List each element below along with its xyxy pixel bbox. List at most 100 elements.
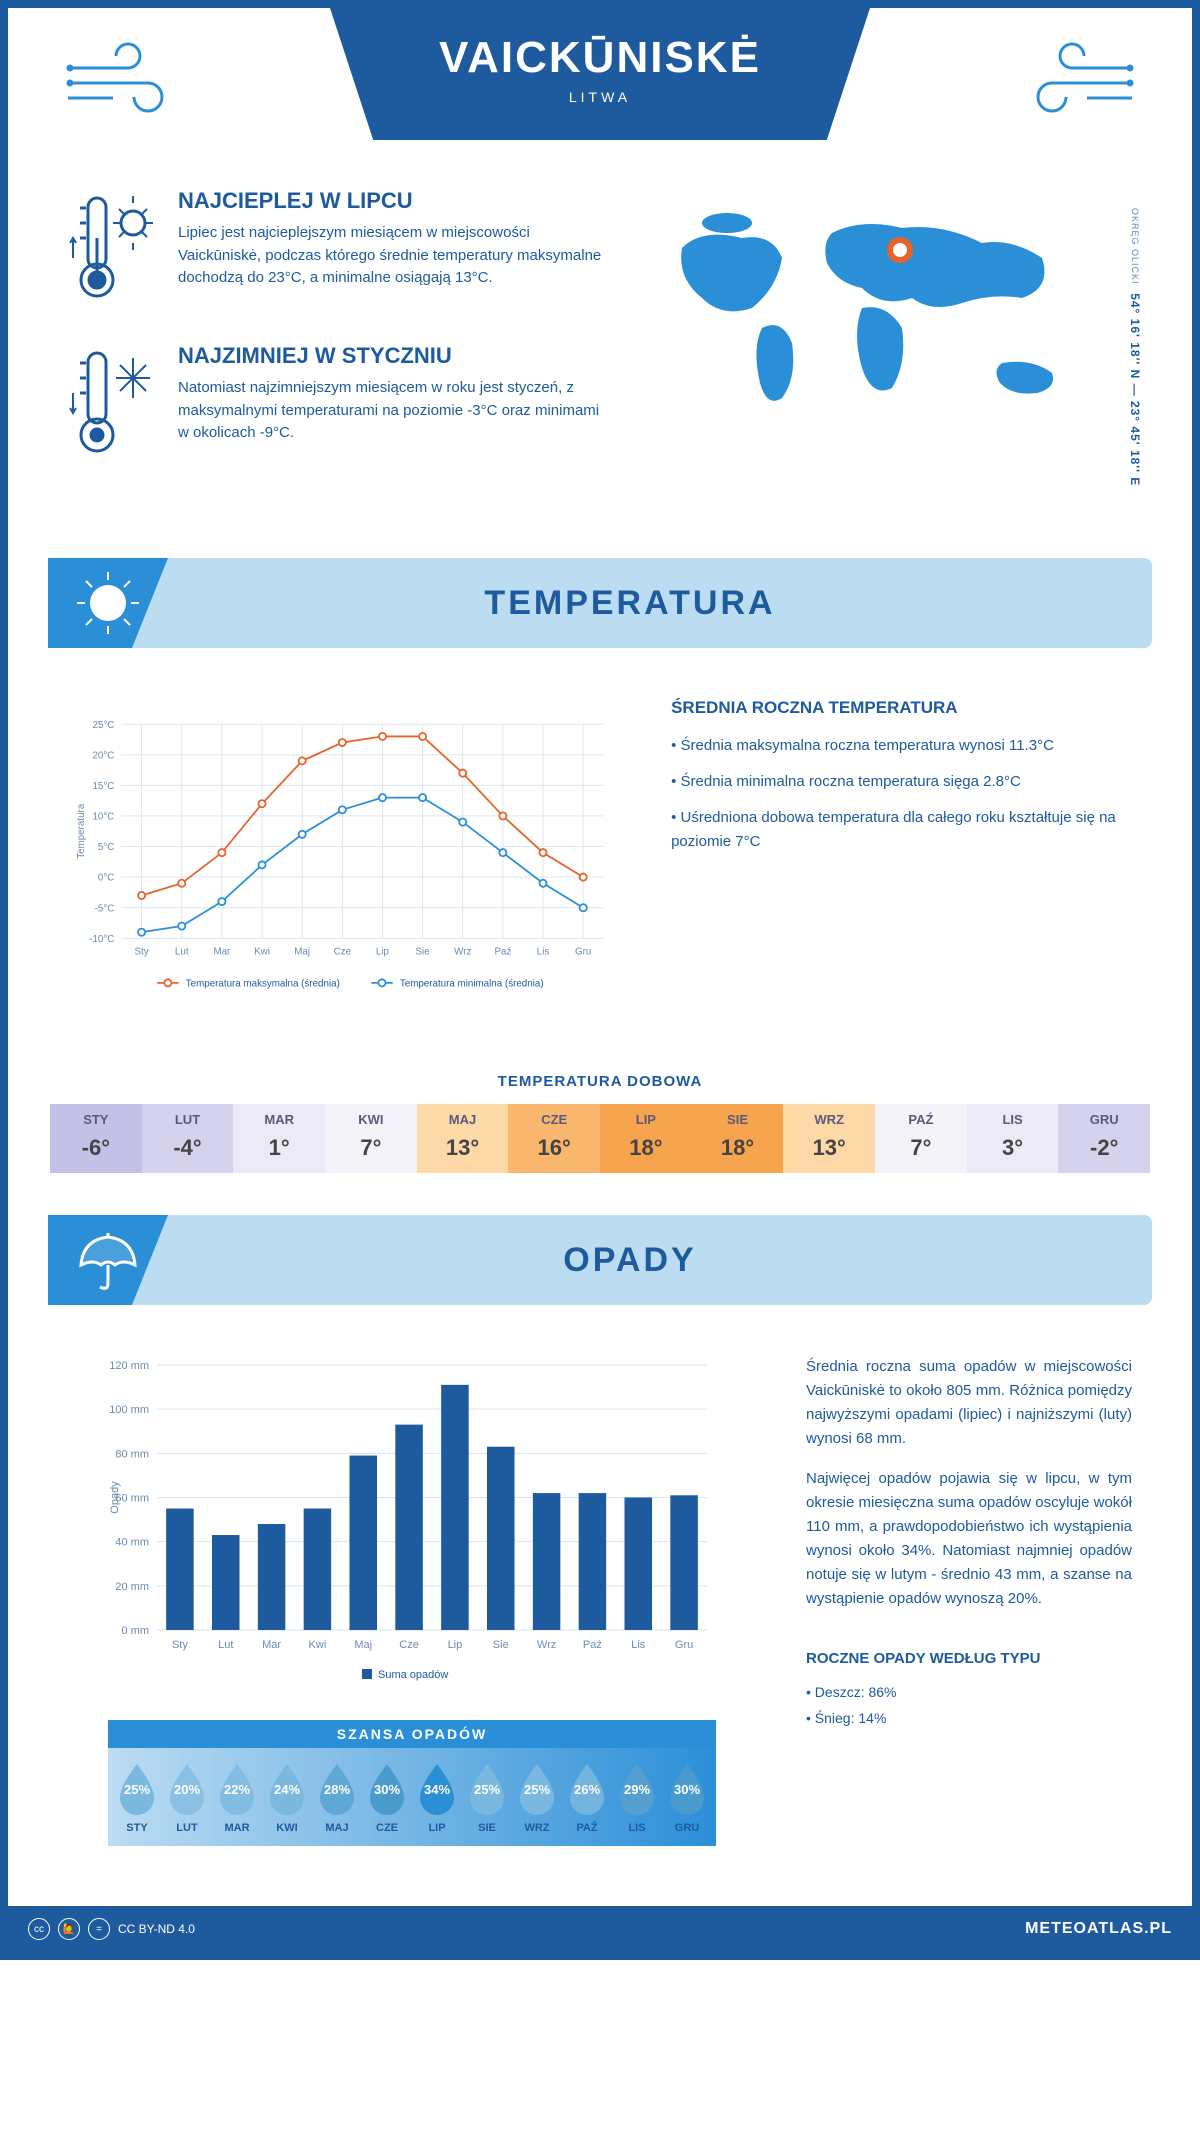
svg-text:Temperatura minimalna (średnia: Temperatura minimalna (średnia) — [400, 978, 544, 989]
svg-text:Cze: Cze — [399, 1639, 419, 1651]
country-subtitle: LITWA — [370, 89, 830, 105]
svg-text:Gru: Gru — [675, 1639, 693, 1651]
svg-text:20°C: 20°C — [92, 750, 114, 761]
coordinates: OKRĘG OLICKI 54° 16' 18'' N — 23° 45' 18… — [1128, 208, 1142, 486]
chance-drop-cell: 30%GRU — [662, 1760, 712, 1834]
license-text: CC BY-ND 4.0 — [118, 1922, 195, 1936]
section-title: TEMPERATURA — [108, 584, 1152, 623]
section-header-precipitation: OPADY — [48, 1215, 1152, 1305]
location-title: VAICKŪNISKĖ — [370, 33, 830, 83]
daily-temp-cell: LIP18° — [600, 1104, 692, 1173]
svg-text:0°C: 0°C — [98, 873, 114, 884]
daily-temp-cell: WRZ13° — [783, 1104, 875, 1173]
wind-swirl-icon — [1022, 38, 1142, 123]
svg-text:Kwi: Kwi — [309, 1639, 327, 1651]
svg-text:20 mm: 20 mm — [115, 1581, 149, 1593]
daily-temp-cell: CZE16° — [508, 1104, 600, 1173]
precip-paragraph: Najwięcej opadów pojawia się w lipcu, w … — [806, 1467, 1132, 1611]
temperature-line-chart: -10°C-5°C0°C5°C10°C15°C20°C25°CStyLutMar… — [68, 698, 621, 1023]
daily-temp-cell: KWI7° — [325, 1104, 417, 1173]
coldest-fact: NAJZIMNIEJ W STYCZNIU Natomiast najzimni… — [68, 343, 612, 468]
daily-temp-cell: LIS3° — [967, 1104, 1059, 1173]
svg-text:Kwi: Kwi — [254, 946, 270, 957]
precipitation-chart-row: 0 mm20 mm40 mm60 mm80 mm100 mm120 mmOpad… — [8, 1325, 1192, 1876]
title-banner: VAICKŪNISKĖ LITWA — [330, 8, 870, 140]
svg-text:Mar: Mar — [213, 946, 231, 957]
cc-icon: cc — [28, 1918, 50, 1940]
chance-drop-cell: 20%LUT — [162, 1760, 212, 1834]
intro-section: NAJCIEPLEJ W LIPCU Lipiec jest najcieple… — [8, 178, 1192, 538]
svg-text:25°C: 25°C — [92, 720, 114, 731]
warmest-fact: NAJCIEPLEJ W LIPCU Lipiec jest najcieple… — [68, 188, 612, 313]
sun-icon — [48, 558, 168, 648]
svg-text:100 mm: 100 mm — [109, 1404, 149, 1416]
chance-drop-cell: 25%SIE — [462, 1760, 512, 1834]
svg-text:Cze: Cze — [334, 946, 352, 957]
chance-drop-cell: 22%MAR — [212, 1760, 262, 1834]
map-column: OKRĘG OLICKI 54° 16' 18'' N — 23° 45' 18… — [652, 188, 1132, 498]
by-icon: 🙋 — [58, 1918, 80, 1940]
temperature-summary: ŚREDNIA ROCZNA TEMPERATURA • Średnia mak… — [671, 698, 1132, 1023]
temperature-chart-row: -10°C-5°C0°C5°C10°C15°C20°C25°CStyLutMar… — [8, 668, 1192, 1053]
summary-item: • Uśredniona dobowa temperatura dla całe… — [671, 806, 1132, 854]
svg-text:120 mm: 120 mm — [109, 1360, 149, 1372]
chance-drop-cell: 34%LIP — [412, 1760, 462, 1834]
precipitation-bar-chart: 0 mm20 mm40 mm60 mm80 mm100 mm120 mmOpad… — [68, 1355, 756, 1846]
section-header-temperature: TEMPERATURA — [48, 558, 1152, 648]
precip-type-item: • Deszcz: 86% — [806, 1681, 1132, 1703]
fact-text: Natomiast najzimniejszym miesiącem w rok… — [178, 377, 612, 445]
svg-text:0 mm: 0 mm — [122, 1625, 150, 1637]
header: VAICKŪNISKĖ LITWA — [8, 8, 1192, 178]
precip-types-title: ROCZNE OPADY WEDŁUG TYPU — [806, 1647, 1132, 1671]
daily-temp-cell: LUT-4° — [142, 1104, 234, 1173]
page-footer: cc 🙋 = CC BY-ND 4.0 METEOATLAS.PL — [8, 1906, 1192, 1952]
chance-drop-cell: 25%STY — [112, 1760, 162, 1834]
svg-text:Lis: Lis — [537, 946, 550, 957]
chance-drop-cell: 29%LIS — [612, 1760, 662, 1834]
precipitation-chance-panel: SZANSA OPADÓW 25%STY20%LUT22%MAR24%KWI28… — [108, 1720, 716, 1846]
daily-temp-cell: GRU-2° — [1058, 1104, 1150, 1173]
summary-title: ŚREDNIA ROCZNA TEMPERATURA — [671, 698, 1132, 718]
fact-title: NAJCIEPLEJ W LIPCU — [178, 188, 612, 214]
daily-temp-title: TEMPERATURA DOBOWA — [8, 1073, 1192, 1090]
svg-text:Lis: Lis — [631, 1639, 646, 1651]
daily-temp-cell: PAŹ7° — [875, 1104, 967, 1173]
chance-drop-cell: 24%KWI — [262, 1760, 312, 1834]
summary-item: • Średnia maksymalna roczna temperatura … — [671, 734, 1132, 758]
daily-temp-cell: STY-6° — [50, 1104, 142, 1173]
svg-text:15°C: 15°C — [92, 781, 114, 792]
chance-title: SZANSA OPADÓW — [108, 1720, 716, 1748]
svg-text:80 mm: 80 mm — [115, 1448, 149, 1460]
svg-text:Maj: Maj — [354, 1639, 372, 1651]
section-title: OPADY — [108, 1241, 1152, 1280]
chance-drop-cell: 26%PAŹ — [562, 1760, 612, 1834]
chance-drop-cell: 25%WRZ — [512, 1760, 562, 1834]
svg-text:Lip: Lip — [448, 1639, 463, 1651]
svg-text:Sie: Sie — [416, 946, 431, 957]
wind-swirl-icon — [58, 38, 178, 123]
svg-text:Temperatura maksymalna (średni: Temperatura maksymalna (średnia) — [186, 978, 340, 989]
facts-column: NAJCIEPLEJ W LIPCU Lipiec jest najcieple… — [68, 188, 612, 498]
thermometer-snow-icon — [68, 343, 158, 468]
daily-temp-cell: SIE18° — [692, 1104, 784, 1173]
svg-text:40 mm: 40 mm — [115, 1537, 149, 1549]
chance-drop-cell: 30%CZE — [362, 1760, 412, 1834]
svg-text:Lut: Lut — [175, 946, 189, 957]
svg-text:Opady: Opady — [109, 1481, 121, 1514]
svg-text:Paź: Paź — [583, 1639, 602, 1651]
svg-text:-5°C: -5°C — [95, 903, 115, 914]
svg-text:Sty: Sty — [135, 946, 149, 957]
svg-text:Wrz: Wrz — [537, 1639, 556, 1651]
daily-temp-table: STY-6°LUT-4°MAR1°KWI7°MAJ13°CZE16°LIP18°… — [48, 1102, 1152, 1175]
svg-text:Paź: Paź — [494, 946, 511, 957]
fact-text: Lipiec jest najcieplejszym miesiącem w m… — [178, 222, 612, 290]
precip-type-item: • Śnieg: 14% — [806, 1707, 1132, 1729]
svg-text:Sty: Sty — [172, 1639, 188, 1651]
svg-text:Suma opadów: Suma opadów — [378, 1669, 448, 1681]
svg-text:Sie: Sie — [493, 1639, 509, 1651]
summary-item: • Średnia minimalna roczna temperatura s… — [671, 770, 1132, 794]
svg-text:-10°C: -10°C — [89, 934, 114, 945]
svg-text:Lut: Lut — [218, 1639, 233, 1651]
svg-text:Mar: Mar — [262, 1639, 281, 1651]
nd-icon: = — [88, 1918, 110, 1940]
